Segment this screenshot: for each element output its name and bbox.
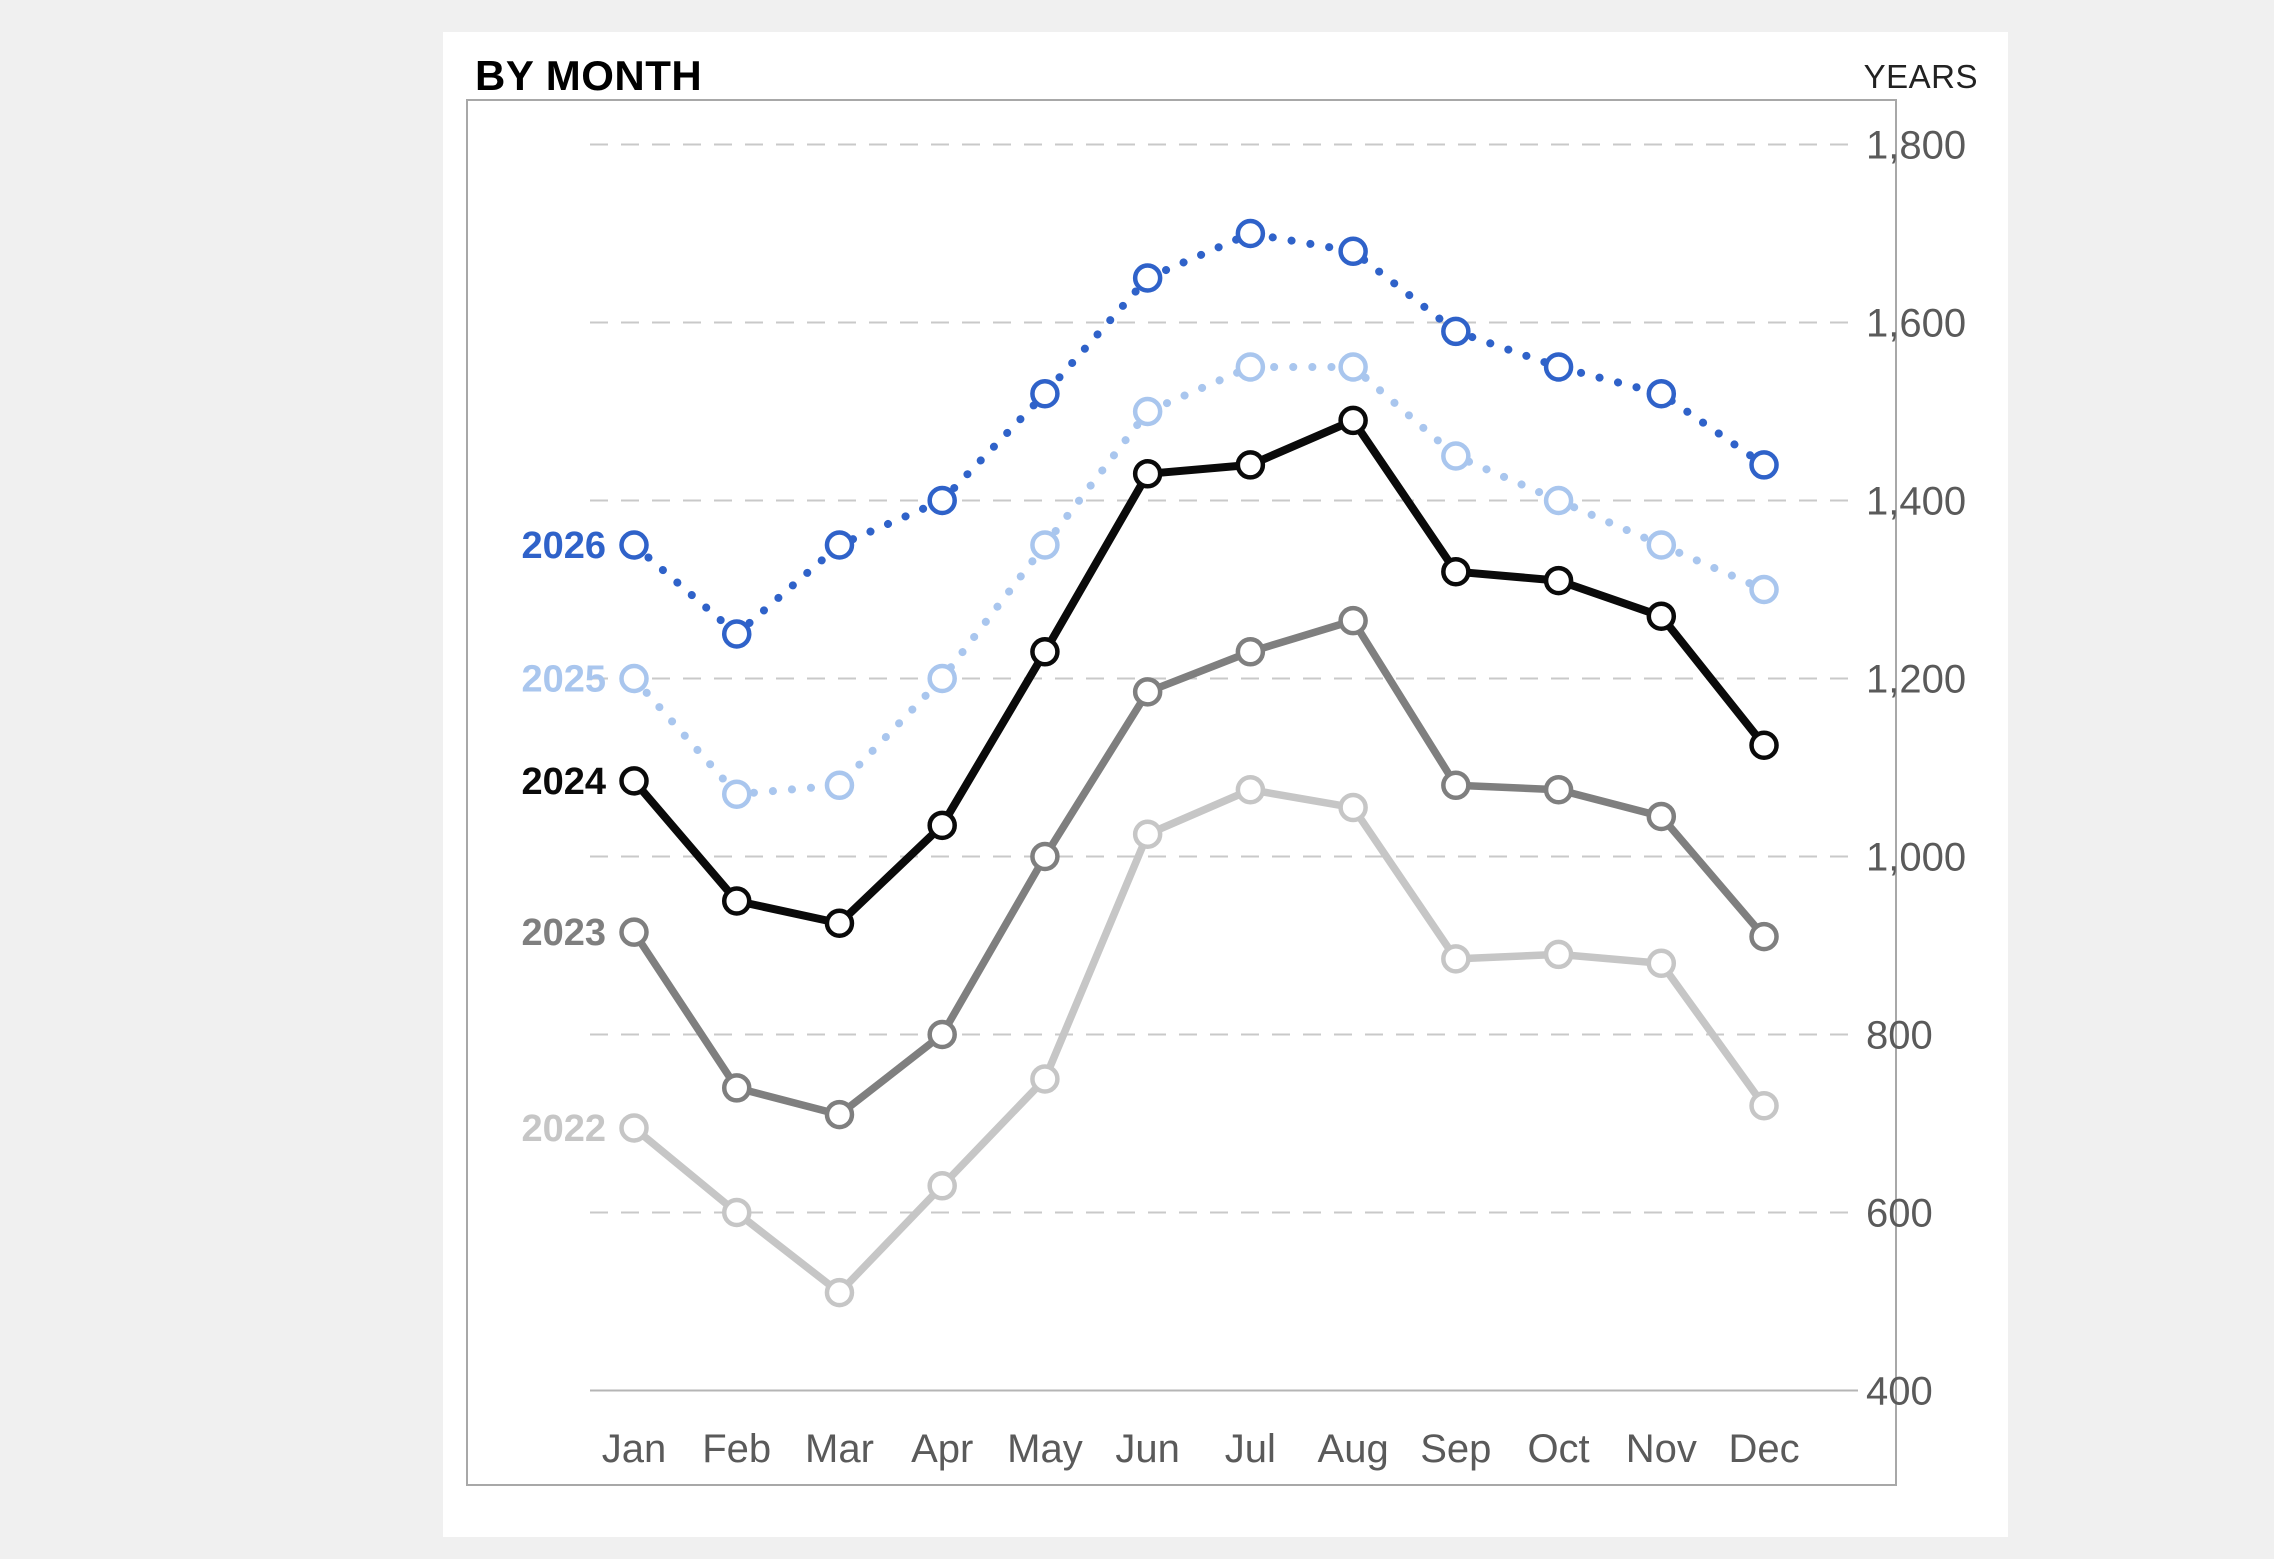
series-label-2026: 2026 [521, 525, 606, 567]
series-2023-marker-jul [1235, 637, 1266, 667]
series-2024-marker-jun [1132, 459, 1163, 489]
series-2024-marker-feb [721, 886, 752, 916]
series-2023-line [630, 616, 1768, 1119]
series-2026-marker-aug [1338, 236, 1368, 267]
series-2026-marker-nov [1646, 378, 1677, 409]
series-2022-marker-jul [1235, 775, 1266, 805]
x-tick-label-jul: Jul [1225, 1427, 1276, 1471]
series-2026-marker-oct [1543, 352, 1574, 382]
series-2024-line [630, 416, 1769, 928]
series-2022-marker-jan [619, 1113, 649, 1143]
series-label-2023: 2023 [521, 912, 606, 954]
y-tick-label-1800: 1,800 [1866, 124, 1966, 168]
series-2026-marker-jun [1132, 263, 1163, 293]
series-2022-marker-apr [927, 1171, 957, 1201]
series-2025-marker-oct [1543, 485, 1574, 516]
chart-title: BY MONTH [475, 52, 703, 99]
series-2025-marker-dec [1749, 574, 1779, 605]
series-2022-marker-sep [1441, 944, 1471, 974]
series-2025-marker-mar [824, 770, 855, 801]
series-2026-marker-jul [1235, 218, 1266, 249]
x-tick-label-mar: Mar [805, 1427, 874, 1471]
series-2025-marker-nov [1646, 530, 1677, 560]
series-2022-marker-mar [824, 1277, 855, 1308]
series-label-2022: 2022 [521, 1108, 606, 1150]
series-2026-marker-sep [1441, 316, 1471, 347]
series-2022-marker-dec [1749, 1090, 1779, 1121]
series-2025-marker-aug [1338, 352, 1368, 382]
x-tick-label-aug: Aug [1318, 1427, 1389, 1471]
x-tick-label-apr: Apr [911, 1427, 973, 1471]
series-2022-marker-feb [721, 1197, 752, 1228]
by-month-line-chart: 400 600 800 1,000 1,200 1,400 1,600 1,800 Jan Feb… [466, 99, 1966, 1486]
series-2026-marker-dec [1749, 450, 1779, 480]
series-2022-marker-oct [1543, 939, 1574, 970]
x-tick-label-nov: Nov [1626, 1427, 1697, 1471]
series-2023-marker-mar [824, 1099, 855, 1130]
chart-card: BY MONTH YEARS 400 600 800 1,000 1,200 1,400 1… [443, 32, 2008, 1537]
series-2025-marker-sep [1441, 441, 1471, 471]
series-2025-marker-jan [619, 663, 649, 694]
series-2023-marker-aug [1338, 605, 1368, 636]
series-2025-marker-may [1030, 530, 1060, 560]
series-label-2024: 2024 [521, 761, 606, 803]
series-2026-marker-apr [927, 485, 957, 516]
series-label-2025: 2025 [521, 659, 606, 701]
series-2023-marker-jun [1132, 677, 1163, 707]
series-2024-marker-nov [1646, 601, 1677, 631]
series-2024-marker-oct [1543, 565, 1574, 596]
x-tick-label-may: May [1007, 1427, 1083, 1471]
series-2024-marker-may [1030, 637, 1060, 667]
series-2024-marker-sep [1441, 556, 1471, 587]
series-2023-marker-feb [721, 1073, 752, 1103]
series-2023-marker-may [1030, 841, 1060, 872]
series-2024-marker-dec [1749, 730, 1779, 760]
x-tick-label-feb: Feb [702, 1427, 771, 1471]
series-2024-marker-apr [927, 810, 957, 841]
series-2023-marker-oct [1543, 775, 1574, 805]
series-2023-marker-sep [1441, 770, 1471, 801]
series-2022-marker-may [1030, 1064, 1060, 1094]
series-2026-marker-mar [824, 530, 855, 560]
y-tick-label-1200: 1,200 [1866, 658, 1966, 702]
series-2025-marker-apr [927, 663, 957, 694]
series-2024-marker-jul [1235, 450, 1266, 480]
series-2023-marker-jan [619, 917, 649, 947]
x-tick-label-jan: Jan [602, 1427, 667, 1471]
series-2024-marker-jan [619, 766, 649, 796]
series-2026-marker-may [1030, 378, 1060, 409]
series-2023-marker-nov [1646, 801, 1677, 832]
x-tick-label-oct: Oct [1527, 1427, 1589, 1471]
series-2025-marker-feb [721, 779, 752, 809]
x-tick-label-sep: Sep [1420, 1427, 1491, 1471]
series-2026-line [630, 229, 1769, 638]
y-tick-label-800: 800 [1866, 1014, 1933, 1058]
y-tick-label-1400: 1,400 [1866, 480, 1966, 524]
y-tick-label-400: 400 [1866, 1370, 1933, 1414]
series-2026-marker-feb [721, 619, 752, 649]
series-2023-marker-apr [927, 1019, 957, 1050]
x-tick-label-jun: Jun [1115, 1427, 1180, 1471]
series-2025-marker-jul [1235, 352, 1266, 382]
x-tick-label-dec: Dec [1728, 1427, 1799, 1471]
series-2025-marker-jun [1132, 396, 1163, 427]
series-2024-marker-mar [824, 908, 855, 938]
series-2022-marker-jun [1132, 819, 1163, 849]
series-2022-line [630, 786, 1768, 1297]
y-axis-unit-label: YEARS [1863, 58, 1978, 95]
y-tick-label-600: 600 [1866, 1192, 1933, 1236]
y-tick-label-1600: 1,600 [1866, 302, 1966, 346]
series-2022-marker-nov [1646, 948, 1677, 979]
series-2024-marker-aug [1338, 405, 1368, 436]
series-2025-line [630, 363, 1769, 799]
plot-border [466, 99, 1897, 1486]
series-2026-marker-jan [619, 530, 649, 560]
series-2023-marker-dec [1749, 921, 1779, 952]
series-2022-marker-aug [1338, 792, 1368, 823]
y-tick-label-1000: 1,000 [1866, 836, 1966, 880]
